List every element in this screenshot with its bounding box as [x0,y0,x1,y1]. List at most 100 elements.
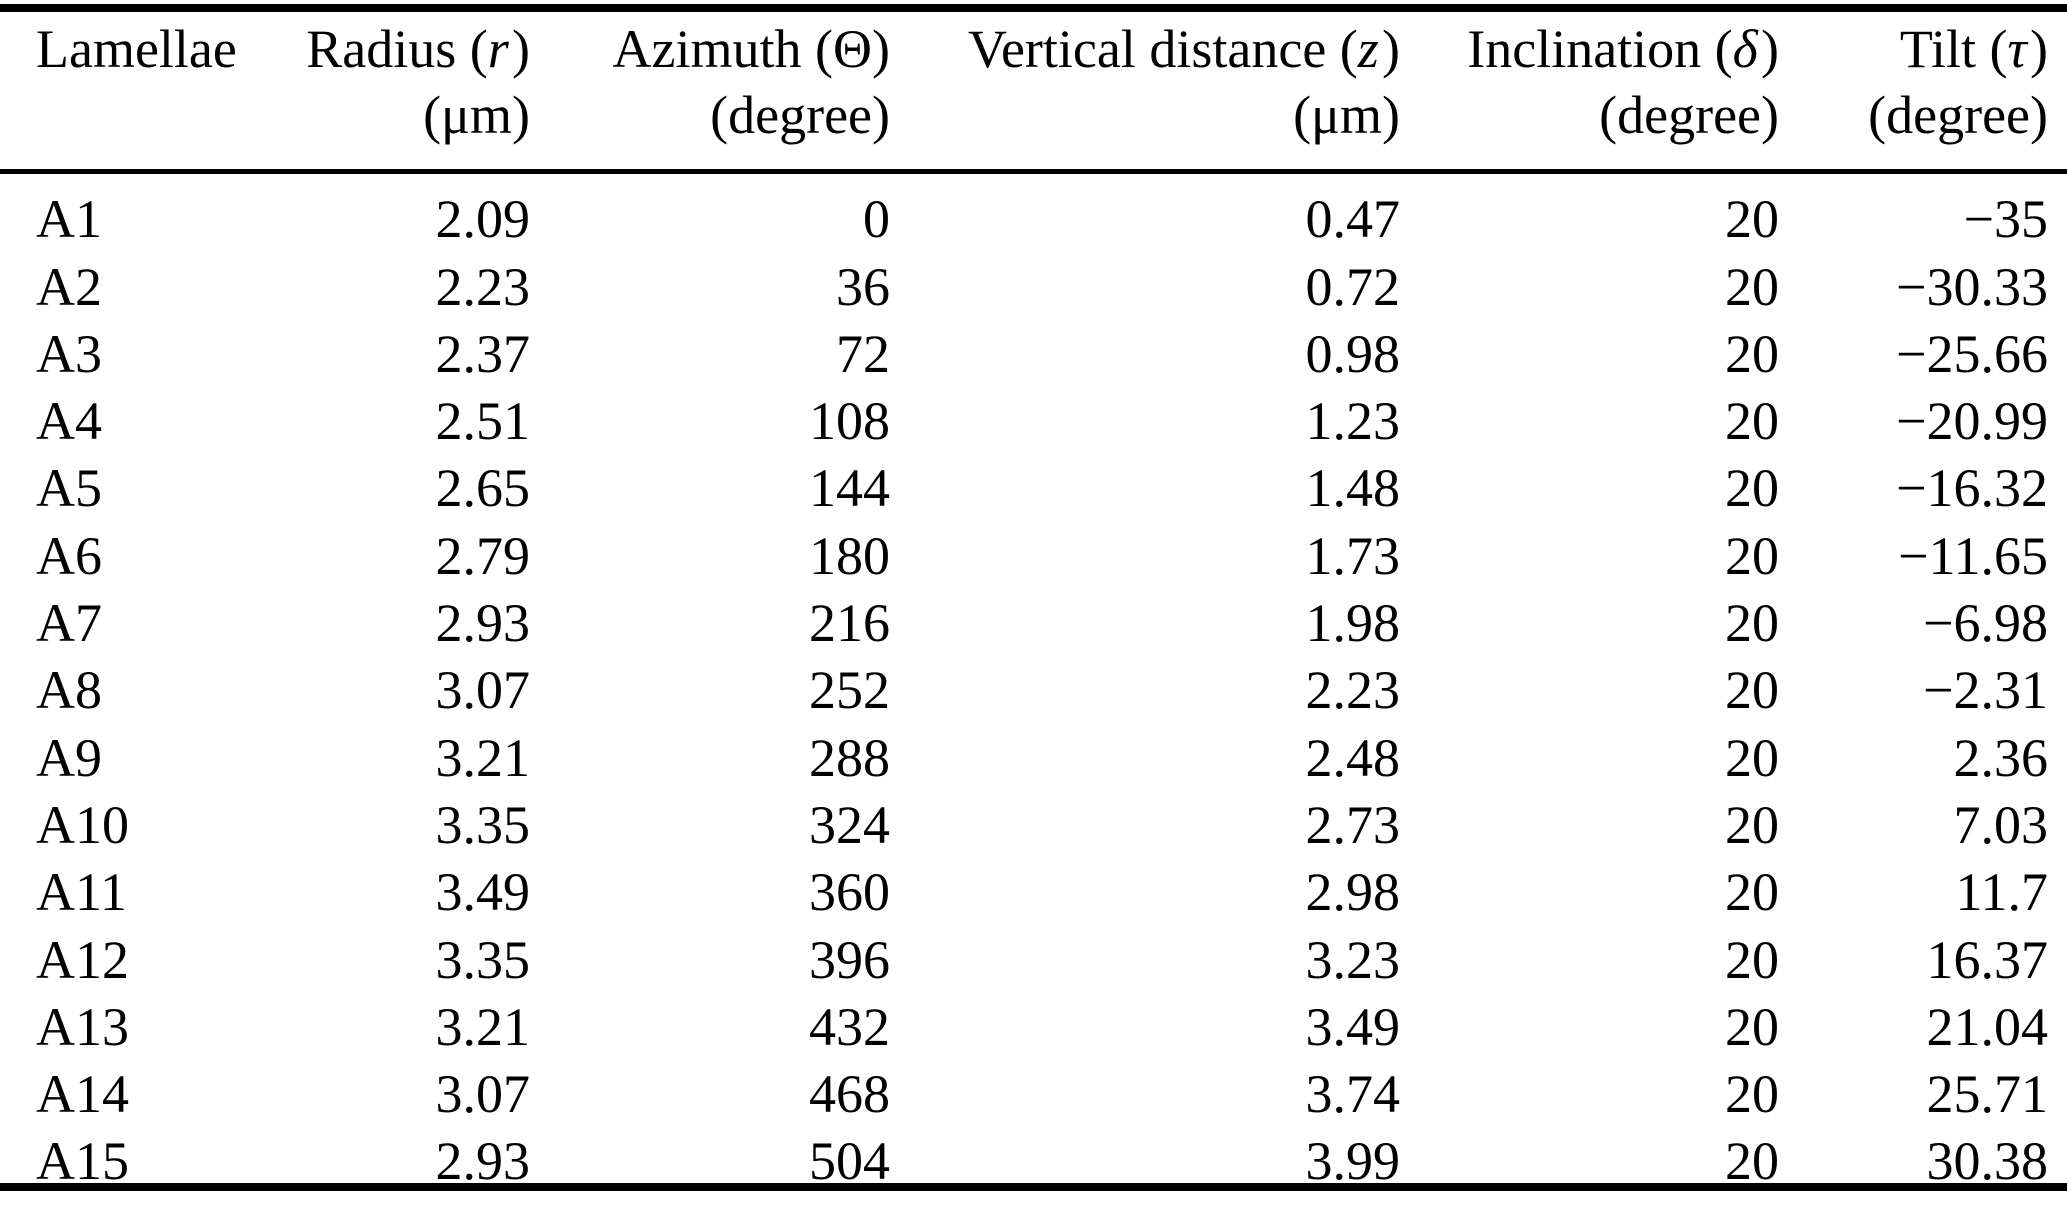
cell-lamellae: A9 [36,727,102,788]
cell-vertical-distance: 2.98 [1305,862,1401,923]
cell-azimuth: 72 [836,323,890,384]
cell-inclination: 20 [1725,458,1779,519]
column-header-label: Azimuth (Θ) [612,19,890,79]
cell-radius: 3.21 [435,996,531,1057]
cell-azimuth: 360 [809,862,890,923]
table-row: A14 3.07 468 3.74 20 25.71 [0,1049,2067,1125]
cell-vertical-distance: 2.48 [1305,727,1401,788]
cell-radius: 2.23 [435,256,531,317]
cell-azimuth: 0 [863,189,890,250]
cell-azimuth: 216 [809,593,890,654]
cell-tilt: 11.7 [1955,862,2049,923]
cell-vertical-distance: 1.48 [1305,458,1401,519]
cell-tilt: −11.65 [1898,525,2048,586]
cell-tilt: −25.66 [1896,323,2048,384]
cell-radius: 3.07 [435,660,531,721]
cell-vertical-distance: 1.23 [1305,391,1401,452]
cell-vertical-distance: 0.72 [1305,256,1401,317]
cell-tilt: 30.38 [1926,1131,2049,1192]
cell-tilt: 16.37 [1926,929,2049,990]
cell-radius: 3.21 [435,727,531,788]
cell-azimuth: 396 [809,929,890,990]
cell-tilt: 7.03 [1953,794,2049,855]
cell-lamellae: A14 [36,1064,129,1125]
cell-radius: 2.93 [435,1131,531,1192]
cell-tilt: −20.99 [1896,391,2048,452]
cell-radius: 2.79 [435,525,531,586]
cell-tilt: 25.71 [1926,1064,2049,1125]
column-symbol: δ [1732,19,1758,79]
cell-vertical-distance: 3.74 [1305,1064,1401,1125]
cell-lamellae: A12 [36,929,129,990]
column-header-unit: (degree) [710,85,890,145]
cell-azimuth: 108 [809,391,890,452]
cell-radius: 2.65 [435,458,531,519]
column-header-unit: (μm) [423,85,530,145]
cell-azimuth: 504 [809,1131,890,1192]
cell-lamellae: A8 [36,660,102,721]
cell-inclination: 20 [1725,593,1779,654]
table-row: A6 2.79 180 1.73 20 −11.65 [0,510,2067,586]
cell-radius: 3.07 [435,1064,531,1125]
cell-tilt: −16.32 [1896,458,2048,519]
cell-tilt: −35 [1963,189,2048,250]
table-row: A5 2.65 144 1.48 20 −16.32 [0,443,2067,519]
cell-tilt: −30.33 [1896,256,2048,317]
cell-radius: 3.35 [435,929,531,990]
table-body: A1 2.09 0 0.47 20 −35 A2 2.23 36 0.72 20… [0,172,2067,1188]
cell-radius: 2.51 [435,391,531,452]
cell-lamellae: A10 [36,794,129,855]
cell-azimuth: 36 [836,256,890,317]
cell-lamellae: A5 [36,458,102,519]
column-symbol: τ [2007,19,2027,79]
column-header-unit: (degree) [1868,85,2048,145]
table-row: A15 2.93 504 3.99 20 30.38 [0,1116,2067,1192]
cell-tilt: −6.98 [1923,593,2048,654]
cell-lamellae: A7 [36,593,102,654]
cell-vertical-distance: 0.47 [1305,189,1401,250]
table-row: A9 3.21 288 2.48 20 2.36 [0,712,2067,788]
cell-inclination: 20 [1725,256,1779,317]
cell-lamellae: A15 [36,1131,129,1192]
cell-lamellae: A6 [36,525,102,586]
cell-radius: 2.09 [435,189,531,250]
column-symbol: r [487,19,509,79]
cell-inclination: 20 [1725,727,1779,788]
cell-azimuth: 144 [809,458,890,519]
cell-radius: 3.35 [435,794,531,855]
table-row: A10 3.35 324 2.73 20 7.03 [0,780,2067,855]
column-header-tilt: Tilt (τ) (degree) [1779,8,2067,172]
cell-vertical-distance: 3.99 [1305,1131,1401,1192]
column-header-label: Radius (r) [306,19,530,79]
column-symbol: Θ [833,19,873,79]
cell-lamellae: A13 [36,996,129,1057]
cell-vertical-distance: 1.98 [1305,593,1401,654]
cell-azimuth: 324 [809,794,890,855]
column-header-azimuth: Azimuth (Θ) (degree) [530,8,890,172]
table-row: A13 3.21 432 3.49 20 21.04 [0,982,2067,1057]
column-header-inclination: Inclination (δ) (degree) [1400,8,1779,172]
cell-radius: 2.93 [435,593,531,654]
column-header-label: Lamellae [36,19,237,79]
table-row: A3 2.37 72 0.98 20 −25.66 [0,309,2067,384]
header-row: Lamellae Radius (r) (μm) Azimuth (Θ) (de… [0,8,2067,172]
column-header-vertical-distance: Vertical distance (z) (μm) [890,8,1400,172]
cell-inclination: 20 [1725,996,1779,1057]
cell-vertical-distance: 3.23 [1305,929,1401,990]
cell-azimuth: 288 [809,727,890,788]
table-row: A2 2.23 36 0.72 20 −30.33 [0,241,2067,317]
column-header-unit [36,82,260,148]
cell-azimuth: 180 [809,525,890,586]
table-row: A1 2.09 0 0.47 20 −35 [0,172,2067,250]
column-header-label: Tilt (τ) [1899,19,2048,79]
cell-tilt: 21.04 [1926,996,2049,1057]
table-header: Lamellae Radius (r) (μm) Azimuth (Θ) (de… [0,8,2067,172]
cell-inclination: 20 [1725,189,1779,250]
table-row: A11 3.49 360 2.98 20 11.7 [0,847,2067,923]
cell-inclination: 20 [1725,323,1779,384]
cell-azimuth: 468 [809,1064,890,1125]
cell-tilt: 2.36 [1953,727,2049,788]
column-symbol: z [1357,19,1379,79]
table-row: A12 3.35 396 3.23 20 16.37 [0,914,2067,990]
cell-inclination: 20 [1725,1064,1779,1125]
